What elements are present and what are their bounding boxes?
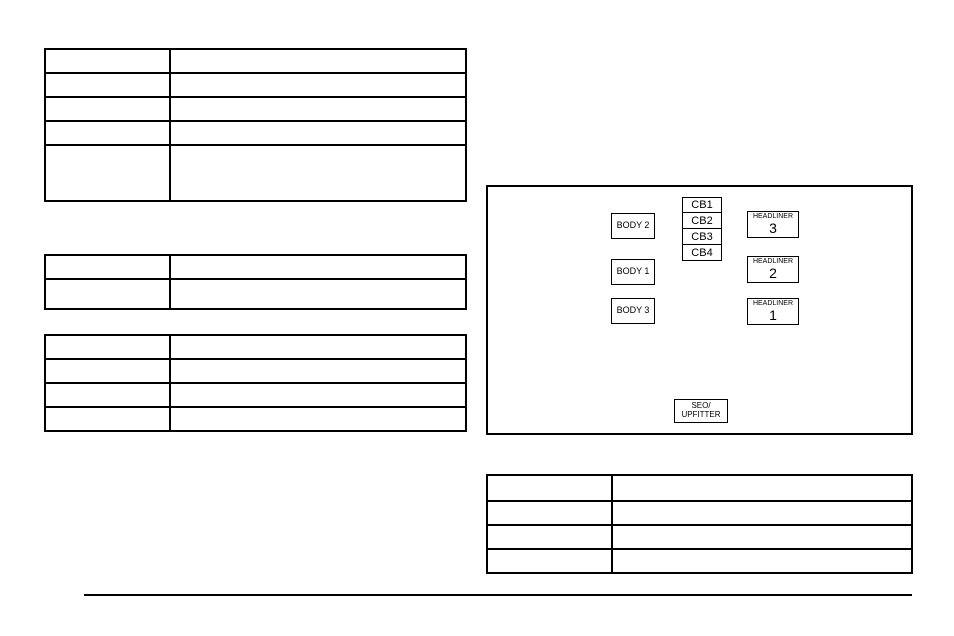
body-box-label: BODY 3 [617, 306, 650, 316]
headliner-number: 2 [748, 266, 798, 281]
table-cell [45, 97, 170, 121]
cb-cell: CB2 [682, 213, 722, 229]
table-cell [612, 549, 912, 573]
headliner-number: 1 [748, 308, 798, 323]
table-row [487, 525, 912, 549]
table-cell [170, 383, 466, 407]
seo-line2: UPFITTER [681, 411, 720, 420]
table-cell [170, 145, 466, 201]
table-cell [45, 145, 170, 201]
table-cell [45, 407, 170, 431]
table-cell [170, 255, 466, 279]
headliner-number: 3 [748, 221, 798, 236]
table-4-body [487, 475, 912, 573]
table-row [45, 49, 466, 73]
table-4 [486, 474, 913, 574]
table-cell [45, 73, 170, 97]
headliner-label: HEADLINER [753, 258, 793, 265]
table-cell [45, 359, 170, 383]
table-cell [170, 407, 466, 431]
table-cell [45, 255, 170, 279]
headliner-label: HEADLINER [753, 213, 793, 220]
table-cell [45, 335, 170, 359]
table-2-body [45, 255, 466, 309]
table-3 [44, 334, 467, 432]
headliner-box-3: HEADLINER 3 [747, 211, 799, 238]
seo-upfitter-box: SEO/ UPFITTER [674, 399, 728, 423]
table-row [487, 549, 912, 573]
table-cell [612, 525, 912, 549]
table-3-body [45, 335, 466, 431]
table-cell [170, 49, 466, 73]
table-cell [170, 97, 466, 121]
body-box-1: BODY 1 [611, 259, 655, 285]
table-cell [45, 279, 170, 309]
table-row [45, 145, 466, 201]
table-cell [45, 121, 170, 145]
table-row [45, 279, 466, 309]
cb-stack: CB1 CB2 CB3 CB4 [682, 197, 722, 261]
table-cell [612, 475, 912, 501]
table-cell [487, 501, 612, 525]
table-row [45, 121, 466, 145]
headliner-box-2: HEADLINER 2 [747, 256, 799, 283]
table-cell [170, 121, 466, 145]
body-box-2: BODY 2 [611, 213, 655, 239]
table-1 [44, 48, 467, 202]
table-row [45, 73, 466, 97]
table-1-body [45, 49, 466, 201]
table-cell [170, 73, 466, 97]
table-row [487, 501, 912, 525]
table-cell [45, 49, 170, 73]
cb-cell: CB1 [682, 197, 722, 213]
footer-separator [84, 594, 912, 596]
headliner-label: HEADLINER [753, 300, 793, 307]
cb-cell: CB3 [682, 229, 722, 245]
table-cell [487, 525, 612, 549]
table-row [45, 383, 466, 407]
table-row [45, 255, 466, 279]
fuse-diagram: BODY 2 BODY 1 BODY 3 CB1 CB2 CB3 CB4 HEA… [486, 185, 913, 435]
table-cell [487, 549, 612, 573]
table-cell [45, 383, 170, 407]
table-cell [487, 475, 612, 501]
table-row [45, 335, 466, 359]
headliner-box-1: HEADLINER 1 [747, 298, 799, 325]
table-row [45, 359, 466, 383]
table-cell [170, 335, 466, 359]
table-row [487, 475, 912, 501]
table-row [45, 97, 466, 121]
table-2 [44, 254, 467, 310]
body-box-label: BODY 1 [617, 267, 650, 277]
table-cell [612, 501, 912, 525]
cb-cell: CB4 [682, 245, 722, 261]
table-cell [170, 279, 466, 309]
body-box-label: BODY 2 [617, 221, 650, 231]
body-box-3: BODY 3 [611, 298, 655, 324]
table-cell [170, 359, 466, 383]
table-row [45, 407, 466, 431]
